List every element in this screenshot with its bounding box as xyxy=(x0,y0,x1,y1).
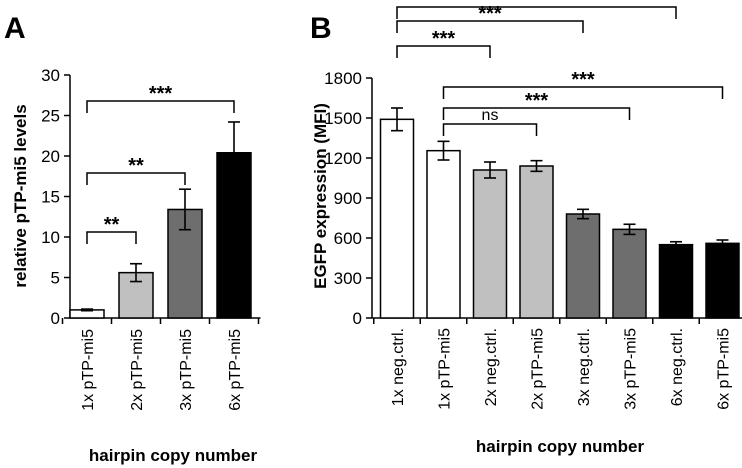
chart-a-category-label: 6x pTP-mi5 xyxy=(227,329,244,411)
panel-label-a: A xyxy=(4,12,26,45)
chart-a-significance-bracket xyxy=(86,100,235,113)
chart-b-bar xyxy=(565,213,601,319)
chart-a-y-tick-label: 25 xyxy=(41,107,60,126)
chart-b-category-label: 6x pTP-mi5 xyxy=(716,328,733,410)
chart-b-significance-label: *** xyxy=(432,28,456,50)
chart-b-significance-bracket xyxy=(442,123,538,136)
chart-b-y-tick-label: 1500 xyxy=(324,109,362,128)
chart-b-category-label: 1x pTP-mi5 xyxy=(437,328,454,410)
chart-a-category-label: 2x pTP-mi5 xyxy=(129,329,146,411)
chart-b-bar xyxy=(426,149,461,319)
chart-b-significance-bracket xyxy=(442,107,631,120)
chart-a-category-label: 3x pTP-mi5 xyxy=(178,329,195,411)
chart-b-x-axis-title: hairpin copy number xyxy=(476,437,645,456)
chart-b-category-label: 2x pTP-mi5 xyxy=(530,328,547,410)
chart-b-significance-label: *** xyxy=(478,3,502,25)
chart-b-y-tick-label: 600 xyxy=(334,229,362,248)
chart-b-bar xyxy=(612,228,647,319)
chart-b-y-axis-title: EGFP expression (MFI) xyxy=(311,103,330,289)
chart-b-significance-bracket xyxy=(396,20,584,33)
chart-b-bar xyxy=(658,243,694,319)
chart-b-significance-bracket xyxy=(396,45,491,58)
chart-b-y-tick-label: 900 xyxy=(334,189,362,208)
chart-b-significance-bracket xyxy=(396,6,677,19)
chart-a-significance-bracket xyxy=(86,172,186,185)
panel-label-b: B xyxy=(310,12,332,45)
chart-a-x-axis-title: hairpin copy number xyxy=(89,446,258,465)
chart-b-bar xyxy=(519,165,554,319)
chart-a-significance-bracket xyxy=(86,231,137,244)
chart-a-y-tick-label: 10 xyxy=(41,228,60,247)
chart-a-bar xyxy=(118,271,154,319)
chart-b-significance-label: *** xyxy=(571,69,595,91)
chart-a-category-label: 1x pTP-mi5 xyxy=(80,329,97,411)
chart-a-significance-label: ** xyxy=(128,155,144,177)
chart-b-category-label: 6x neg.ctrl. xyxy=(669,328,686,406)
chart-b-y-tick-label: 1800 xyxy=(324,69,362,88)
chart-a-y-tick-label: 0 xyxy=(51,309,60,328)
chart-b: EGFP expression (MFI) hairpin copy numbe… xyxy=(311,0,742,456)
chart-b-significance-label: ns xyxy=(482,107,499,124)
chart-b-significance-label: *** xyxy=(525,0,549,11)
chart-b-category-label: 3x neg.ctrl. xyxy=(576,328,593,406)
chart-a-y-tick-label: 30 xyxy=(41,66,60,85)
chart-b-significance-label: *** xyxy=(525,90,549,112)
chart-b-bar xyxy=(705,242,740,319)
chart-b-bar xyxy=(472,169,508,319)
chart-b-y-tick-label: 1200 xyxy=(324,149,362,168)
chart-a-y-tick-label: 20 xyxy=(41,147,60,166)
chart-b-category-label: 1x neg.ctrl. xyxy=(390,328,407,406)
chart-a-y-axis-title: relative pTP-mi5 levels xyxy=(11,104,30,287)
chart-a: relative pTP-mi5 levels hairpin copy num… xyxy=(11,66,261,465)
chart-a-significance-label: ** xyxy=(104,214,120,236)
chart-a-y-tick-label: 5 xyxy=(51,269,60,288)
chart-b-bar xyxy=(379,118,415,319)
chart-a-significance-label: *** xyxy=(149,83,173,105)
chart-b-category-label: 3x pTP-mi5 xyxy=(623,328,640,410)
chart-b-significance-bracket xyxy=(442,86,724,99)
chart-a-y-tick-label: 15 xyxy=(41,188,60,207)
chart-b-y-tick-label: 0 xyxy=(353,309,362,328)
chart-b-category-label: 2x neg.ctrl. xyxy=(483,328,500,406)
chart-b-y-tick-label: 300 xyxy=(334,269,362,288)
